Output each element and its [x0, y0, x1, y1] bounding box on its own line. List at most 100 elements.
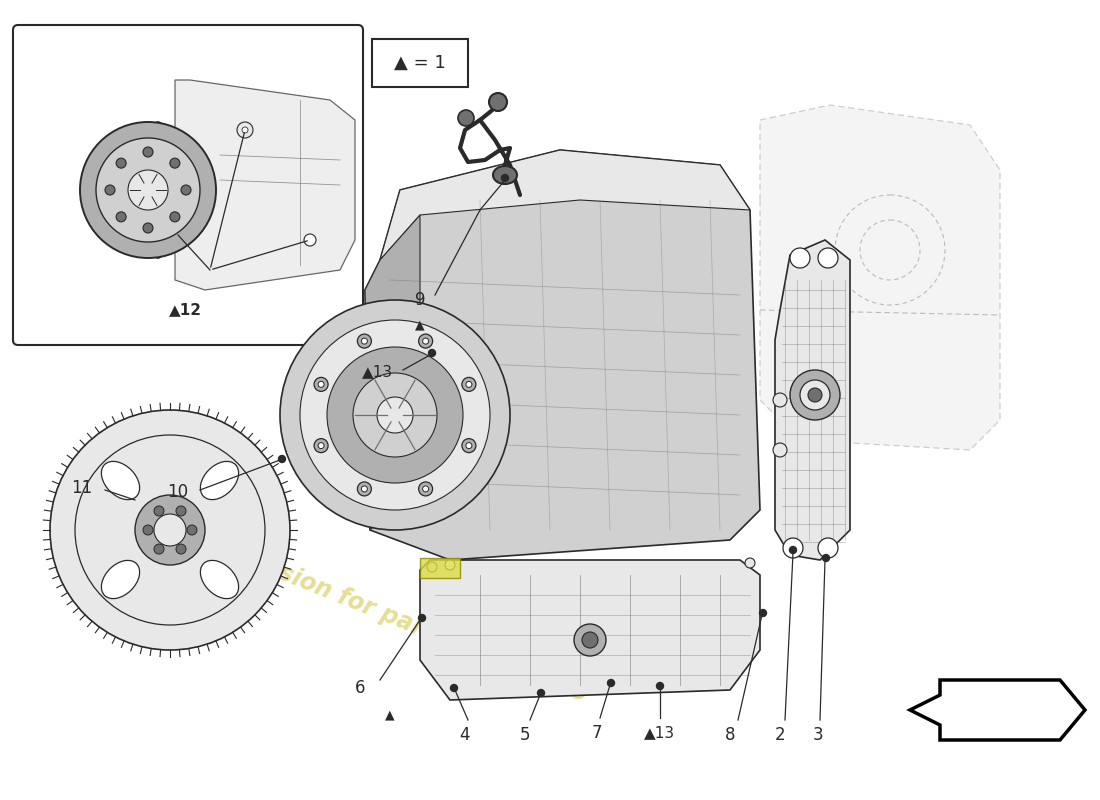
Circle shape	[773, 393, 786, 407]
Circle shape	[538, 690, 544, 697]
Circle shape	[182, 185, 191, 195]
Circle shape	[745, 558, 755, 568]
Text: 3: 3	[813, 726, 823, 744]
Circle shape	[419, 482, 432, 496]
Circle shape	[451, 685, 458, 691]
Text: 4: 4	[460, 726, 471, 744]
Circle shape	[176, 506, 186, 516]
Circle shape	[304, 234, 316, 246]
Circle shape	[377, 397, 412, 433]
Text: 11: 11	[72, 479, 92, 497]
Circle shape	[362, 338, 367, 344]
Circle shape	[462, 378, 476, 391]
Polygon shape	[365, 150, 760, 560]
Circle shape	[502, 174, 508, 182]
Circle shape	[128, 170, 168, 210]
Circle shape	[169, 212, 180, 222]
Circle shape	[358, 482, 372, 496]
FancyBboxPatch shape	[13, 25, 363, 345]
Circle shape	[96, 138, 200, 242]
Circle shape	[446, 560, 455, 570]
Circle shape	[104, 185, 116, 195]
Circle shape	[300, 320, 490, 510]
Circle shape	[427, 562, 437, 572]
Circle shape	[657, 682, 663, 690]
Circle shape	[358, 334, 372, 348]
Circle shape	[117, 212, 126, 222]
Polygon shape	[379, 150, 750, 260]
Text: 2: 2	[774, 726, 785, 744]
Text: ▲: ▲	[415, 318, 425, 331]
Circle shape	[418, 614, 426, 622]
Ellipse shape	[101, 560, 140, 598]
FancyBboxPatch shape	[372, 39, 468, 87]
Text: ▲13: ▲13	[645, 726, 675, 741]
Polygon shape	[175, 80, 355, 290]
Circle shape	[135, 495, 205, 565]
Polygon shape	[420, 560, 760, 700]
Circle shape	[143, 223, 153, 233]
Circle shape	[607, 679, 615, 686]
Circle shape	[490, 93, 507, 111]
Circle shape	[790, 370, 840, 420]
Circle shape	[187, 525, 197, 535]
Text: 9: 9	[415, 291, 426, 309]
Text: a passion for parts since 1985: a passion for parts since 1985	[209, 534, 591, 706]
Circle shape	[466, 442, 472, 449]
Ellipse shape	[143, 122, 173, 258]
Circle shape	[808, 388, 822, 402]
Circle shape	[818, 538, 838, 558]
Circle shape	[458, 110, 474, 126]
Circle shape	[422, 486, 429, 492]
Circle shape	[574, 624, 606, 656]
Circle shape	[169, 158, 180, 168]
Text: ▲: ▲	[385, 709, 395, 722]
Polygon shape	[365, 215, 420, 530]
Circle shape	[50, 410, 290, 650]
Circle shape	[790, 248, 810, 268]
Circle shape	[783, 538, 803, 558]
Circle shape	[143, 525, 153, 535]
Circle shape	[154, 514, 186, 546]
Circle shape	[429, 350, 436, 357]
Ellipse shape	[200, 462, 239, 500]
Circle shape	[117, 158, 126, 168]
Circle shape	[362, 486, 367, 492]
Circle shape	[315, 438, 328, 453]
Circle shape	[353, 373, 437, 457]
Circle shape	[315, 378, 328, 391]
Circle shape	[154, 506, 164, 516]
Polygon shape	[910, 680, 1085, 740]
Circle shape	[75, 435, 265, 625]
Ellipse shape	[200, 560, 239, 598]
Text: 10: 10	[167, 483, 188, 501]
Circle shape	[419, 334, 432, 348]
Circle shape	[759, 610, 767, 617]
Text: eurocarparts: eurocarparts	[411, 334, 748, 506]
Polygon shape	[776, 240, 850, 560]
Bar	[420, 558, 460, 578]
Circle shape	[327, 347, 463, 483]
Circle shape	[318, 382, 324, 387]
Circle shape	[790, 546, 796, 554]
Circle shape	[318, 442, 324, 449]
Circle shape	[236, 122, 253, 138]
Circle shape	[466, 382, 472, 387]
Polygon shape	[760, 105, 1000, 450]
Text: 5: 5	[519, 726, 530, 744]
Circle shape	[242, 127, 248, 133]
Circle shape	[818, 248, 838, 268]
Ellipse shape	[493, 166, 517, 184]
Text: 8: 8	[725, 726, 735, 744]
Circle shape	[462, 438, 476, 453]
Text: ▲12: ▲12	[168, 302, 201, 318]
Ellipse shape	[101, 462, 140, 500]
Text: ▲ = 1: ▲ = 1	[394, 54, 446, 72]
Text: ▲13: ▲13	[362, 365, 394, 379]
Text: 7: 7	[592, 724, 603, 742]
Circle shape	[800, 380, 830, 410]
Circle shape	[143, 147, 153, 157]
Circle shape	[176, 544, 186, 554]
Circle shape	[80, 122, 216, 258]
Text: 6: 6	[354, 679, 365, 697]
